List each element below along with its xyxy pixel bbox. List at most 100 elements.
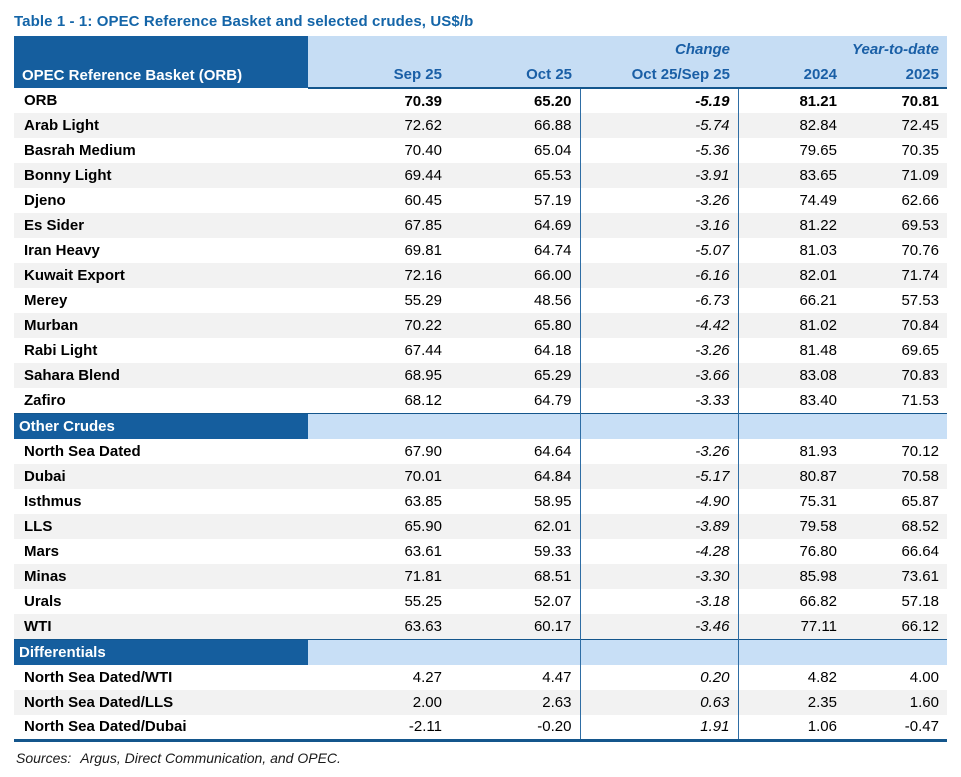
value-cell: 63.85 <box>308 489 450 514</box>
section-label: Other Crudes <box>14 412 308 439</box>
section-filler-cell <box>450 412 580 439</box>
row-label: Kuwait Export <box>14 263 308 288</box>
table-row: Rabi Light 67.44 64.18 -3.26 81.48 69.65 <box>14 338 947 363</box>
value-cell: 69.44 <box>308 163 450 188</box>
table-row: North Sea Dated/WTI 4.27 4.47 0.20 4.82 4.00 <box>14 665 947 690</box>
section-filler-cell <box>450 638 580 665</box>
table-row: Isthmus 63.85 58.95 -4.90 75.31 65.87 <box>14 489 947 514</box>
value-cell: 63.61 <box>308 539 450 564</box>
value-cell: 79.58 <box>738 514 845 539</box>
section-filler-cell <box>308 638 450 665</box>
section-filler-cell <box>738 638 845 665</box>
value-cell: -5.19 <box>579 88 739 113</box>
value-cell: 4.00 <box>845 665 947 690</box>
value-cell: 68.12 <box>308 388 450 413</box>
section-filler-cell <box>738 412 845 439</box>
section-filler-cell <box>579 638 739 665</box>
value-cell: 81.21 <box>738 88 845 113</box>
value-cell: 76.80 <box>738 539 845 564</box>
value-cell: 66.12 <box>845 614 947 639</box>
row-label: WTI <box>14 614 308 639</box>
value-cell: 62.01 <box>450 514 580 539</box>
opec-reference-basket-table: OPEC Reference Basket (ORB) Change Year-… <box>14 36 947 742</box>
table-row: Merey 55.29 48.56 -6.73 66.21 57.53 <box>14 288 947 313</box>
value-cell: -0.47 <box>845 715 947 742</box>
value-cell: 64.74 <box>450 238 580 263</box>
row-label: Basrah Medium <box>14 138 308 163</box>
table-row: Urals 55.25 52.07 -3.18 66.82 57.18 <box>14 589 947 614</box>
value-cell: 69.65 <box>845 338 947 363</box>
row-label: Urals <box>14 589 308 614</box>
table-row: Iran Heavy 69.81 64.74 -5.07 81.03 70.76 <box>14 238 947 263</box>
value-cell: 82.01 <box>738 263 845 288</box>
value-cell: 1.06 <box>738 715 845 742</box>
table-row: Minas 71.81 68.51 -3.30 85.98 73.61 <box>14 564 947 589</box>
value-cell: 70.76 <box>845 238 947 263</box>
section-filler-cell <box>845 412 947 439</box>
value-cell: 60.17 <box>450 614 580 639</box>
section-header-row: Other Crudes <box>14 412 947 439</box>
value-cell: 72.16 <box>308 263 450 288</box>
value-cell: 71.09 <box>845 163 947 188</box>
value-cell: 71.81 <box>308 564 450 589</box>
value-cell: -3.30 <box>579 564 739 589</box>
table-row: Zafiro 68.12 64.79 -3.33 83.40 71.53 <box>14 388 947 413</box>
value-cell: 65.80 <box>450 313 580 338</box>
value-cell: 66.82 <box>738 589 845 614</box>
row-label: Es Sider <box>14 213 308 238</box>
value-cell: -3.16 <box>579 213 739 238</box>
row-label: Zafiro <box>14 388 308 413</box>
table-row: Bonny Light 69.44 65.53 -3.91 83.65 71.09 <box>14 163 947 188</box>
value-cell: 70.35 <box>845 138 947 163</box>
value-cell: -4.90 <box>579 489 739 514</box>
group-header-change: Change <box>580 36 738 62</box>
value-cell: 66.64 <box>845 539 947 564</box>
row-label: Sahara Blend <box>14 363 308 388</box>
row-label: Rabi Light <box>14 338 308 363</box>
row-label: Bonny Light <box>14 163 308 188</box>
value-cell: 0.20 <box>579 665 739 690</box>
value-cell: 1.91 <box>579 715 739 742</box>
value-cell: -3.91 <box>579 163 739 188</box>
value-cell: 63.63 <box>308 614 450 639</box>
value-cell: 70.39 <box>308 88 450 113</box>
corner-header: OPEC Reference Basket (ORB) <box>14 36 308 88</box>
row-label: LLS <box>14 514 308 539</box>
section-filler-cell <box>845 638 947 665</box>
value-cell: -5.36 <box>579 138 739 163</box>
value-cell: 65.20 <box>450 88 580 113</box>
value-cell: -3.26 <box>579 188 739 213</box>
row-label: Djeno <box>14 188 308 213</box>
table-row: Kuwait Export 72.16 66.00 -6.16 82.01 71.74 <box>14 263 947 288</box>
value-cell: 83.40 <box>738 388 845 413</box>
value-cell: 83.65 <box>738 163 845 188</box>
value-cell: 0.63 <box>579 690 739 715</box>
value-cell: 2.63 <box>450 690 580 715</box>
value-cell: 57.18 <box>845 589 947 614</box>
value-cell: 65.90 <box>308 514 450 539</box>
table-row: ORB 70.39 65.20 -5.19 81.21 70.81 <box>14 88 947 113</box>
value-cell: -3.26 <box>579 439 739 464</box>
value-cell: 66.21 <box>738 288 845 313</box>
value-cell: 65.87 <box>845 489 947 514</box>
value-cell: -3.66 <box>579 363 739 388</box>
value-cell: 71.53 <box>845 388 947 413</box>
value-cell: 70.40 <box>308 138 450 163</box>
value-cell: 4.47 <box>450 665 580 690</box>
row-label: Merey <box>14 288 308 313</box>
value-cell: -2.11 <box>308 715 450 742</box>
row-label: Arab Light <box>14 113 308 138</box>
value-cell: 52.07 <box>450 589 580 614</box>
table-row: North Sea Dated 67.90 64.64 -3.26 81.93 70.12 <box>14 439 947 464</box>
value-cell: 67.44 <box>308 338 450 363</box>
value-cell: -5.74 <box>579 113 739 138</box>
value-cell: 2.00 <box>308 690 450 715</box>
value-cell: 4.82 <box>738 665 845 690</box>
row-label: North Sea Dated/LLS <box>14 690 308 715</box>
column-header-2025: 2025 <box>845 62 947 89</box>
value-cell: 66.00 <box>450 263 580 288</box>
value-cell: -4.42 <box>579 313 739 338</box>
value-cell: 70.81 <box>845 88 947 113</box>
section-header-row: Differentials <box>14 638 947 665</box>
sources-label: Sources: <box>16 749 72 766</box>
